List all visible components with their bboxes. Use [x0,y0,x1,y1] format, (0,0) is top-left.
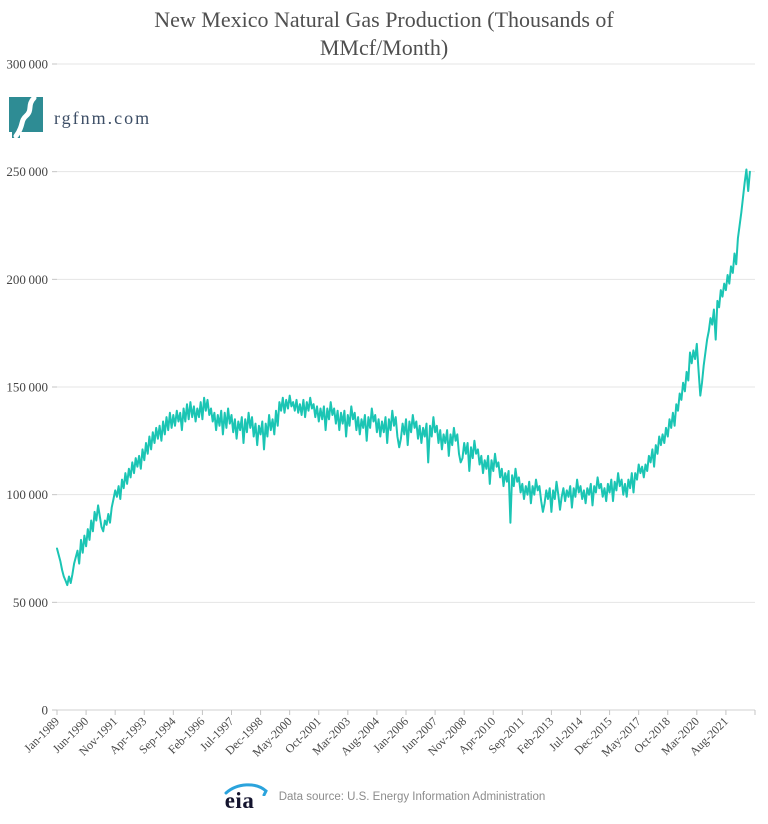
eia-logo: eia [223,782,269,812]
y-tick-label: 50 000 [13,595,48,610]
eia-logo-text: eia [224,788,255,813]
new-mexico-state-icon [9,96,43,139]
rgfnm-logo-text: rgfnm.com [54,107,152,128]
chart-title-line2: MMcf/Month) [319,35,449,60]
y-tick-label: 100 000 [6,487,48,502]
y-tick-label: 250 000 [6,164,48,179]
eia-swoosh-icon [224,783,268,796]
chart-title: New Mexico Natural Gas Production (Thous… [0,6,768,62]
rgfnm-logo: rgfnm.com [7,96,151,140]
y-tick-label: 200 000 [6,272,48,287]
y-tick-label: 300 000 [6,57,48,72]
chart-title-line1: New Mexico Natural Gas Production (Thous… [154,7,614,32]
data-source-text: Data source: U.S. Energy Information Adm… [278,791,546,803]
y-tick-label: 150 000 [6,380,48,395]
y-tick-label: 0 [42,703,49,718]
production-line-series [56,168,751,587]
footer-attribution: eia Data source: U.S. Energy Information… [0,782,768,812]
